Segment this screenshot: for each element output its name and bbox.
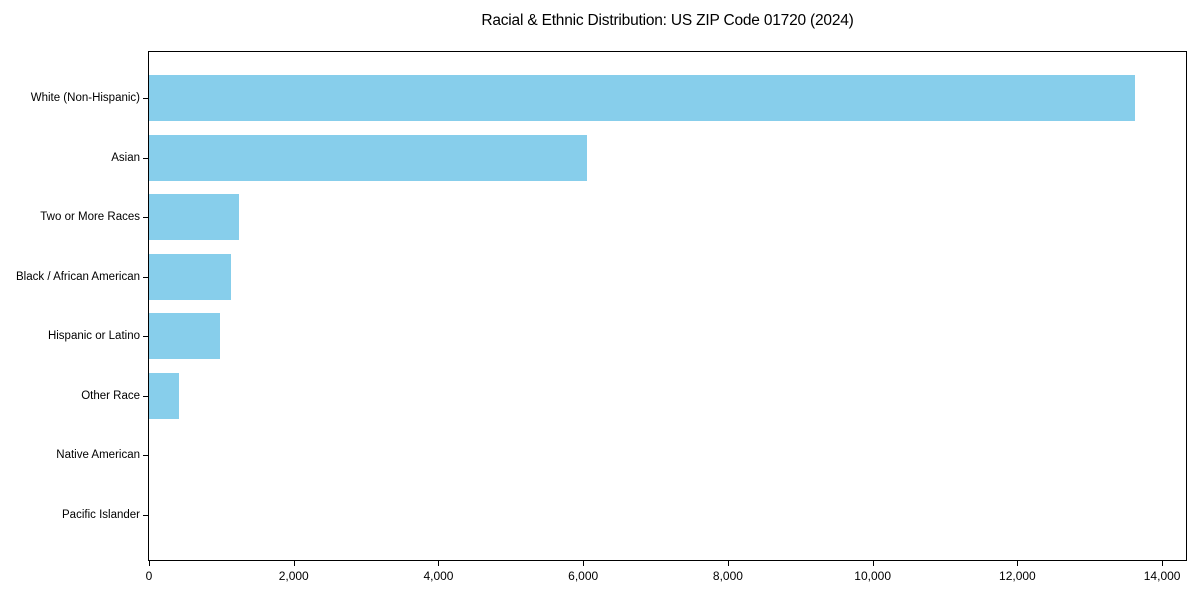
x-tick-mark [293, 561, 295, 566]
y-tick-mark [143, 157, 148, 159]
y-tick-label: White (Non-Hispanic) [30, 92, 140, 104]
x-tick-mark [583, 561, 585, 566]
y-tick-label: Black / African American [16, 270, 140, 283]
x-tick-label: 8,000 [712, 569, 743, 583]
x-tick-label: 6,000 [568, 569, 599, 583]
y-tick-mark [143, 455, 148, 456]
chart-title: Racial & Ethnic Distribution: US ZIP Cod… [481, 12, 854, 29]
y-tick-label: Native American [56, 449, 140, 461]
y-tick-label: Hispanic or Latino [47, 330, 140, 342]
x-tick-mark [727, 561, 729, 566]
x-tick-label: 4,000 [423, 569, 454, 583]
x-tick-label: 10,000 [854, 569, 892, 583]
bar-black-african-american [149, 253, 231, 300]
y-tick-mark [143, 336, 148, 337]
y-tick-mark [143, 514, 148, 516]
y-tick-mark [143, 276, 148, 278]
y-tick-label: Pacific Islander [62, 508, 140, 521]
x-tick-label: 12,000 [999, 569, 1036, 583]
bar-hispanic-or-latino [149, 313, 220, 359]
x-tick-mark [1162, 561, 1164, 566]
x-tick-label: 0 [145, 569, 153, 583]
x-tick-mark [149, 561, 150, 566]
y-tick-label: Two or More Races [40, 211, 140, 223]
bar-asian [149, 134, 587, 181]
x-tick-mark [1017, 561, 1019, 566]
bars-layer [149, 52, 1186, 560]
y-tick-label: Asian [111, 151, 140, 164]
plot-area [148, 51, 1187, 561]
y-tick-label: Other Race [81, 389, 140, 402]
y-tick-mark [143, 217, 148, 218]
x-tick-label: 14,000 [1143, 569, 1181, 583]
y-tick-mark [143, 395, 148, 397]
x-tick-label: 2,000 [278, 569, 309, 583]
bar-other-race [149, 372, 179, 419]
bar-white-non-hispanic [149, 75, 1136, 121]
bar-two-or-more-races [149, 194, 240, 240]
y-tick-mark [143, 98, 148, 99]
x-tick-mark [872, 561, 874, 566]
x-tick-mark [438, 561, 440, 566]
